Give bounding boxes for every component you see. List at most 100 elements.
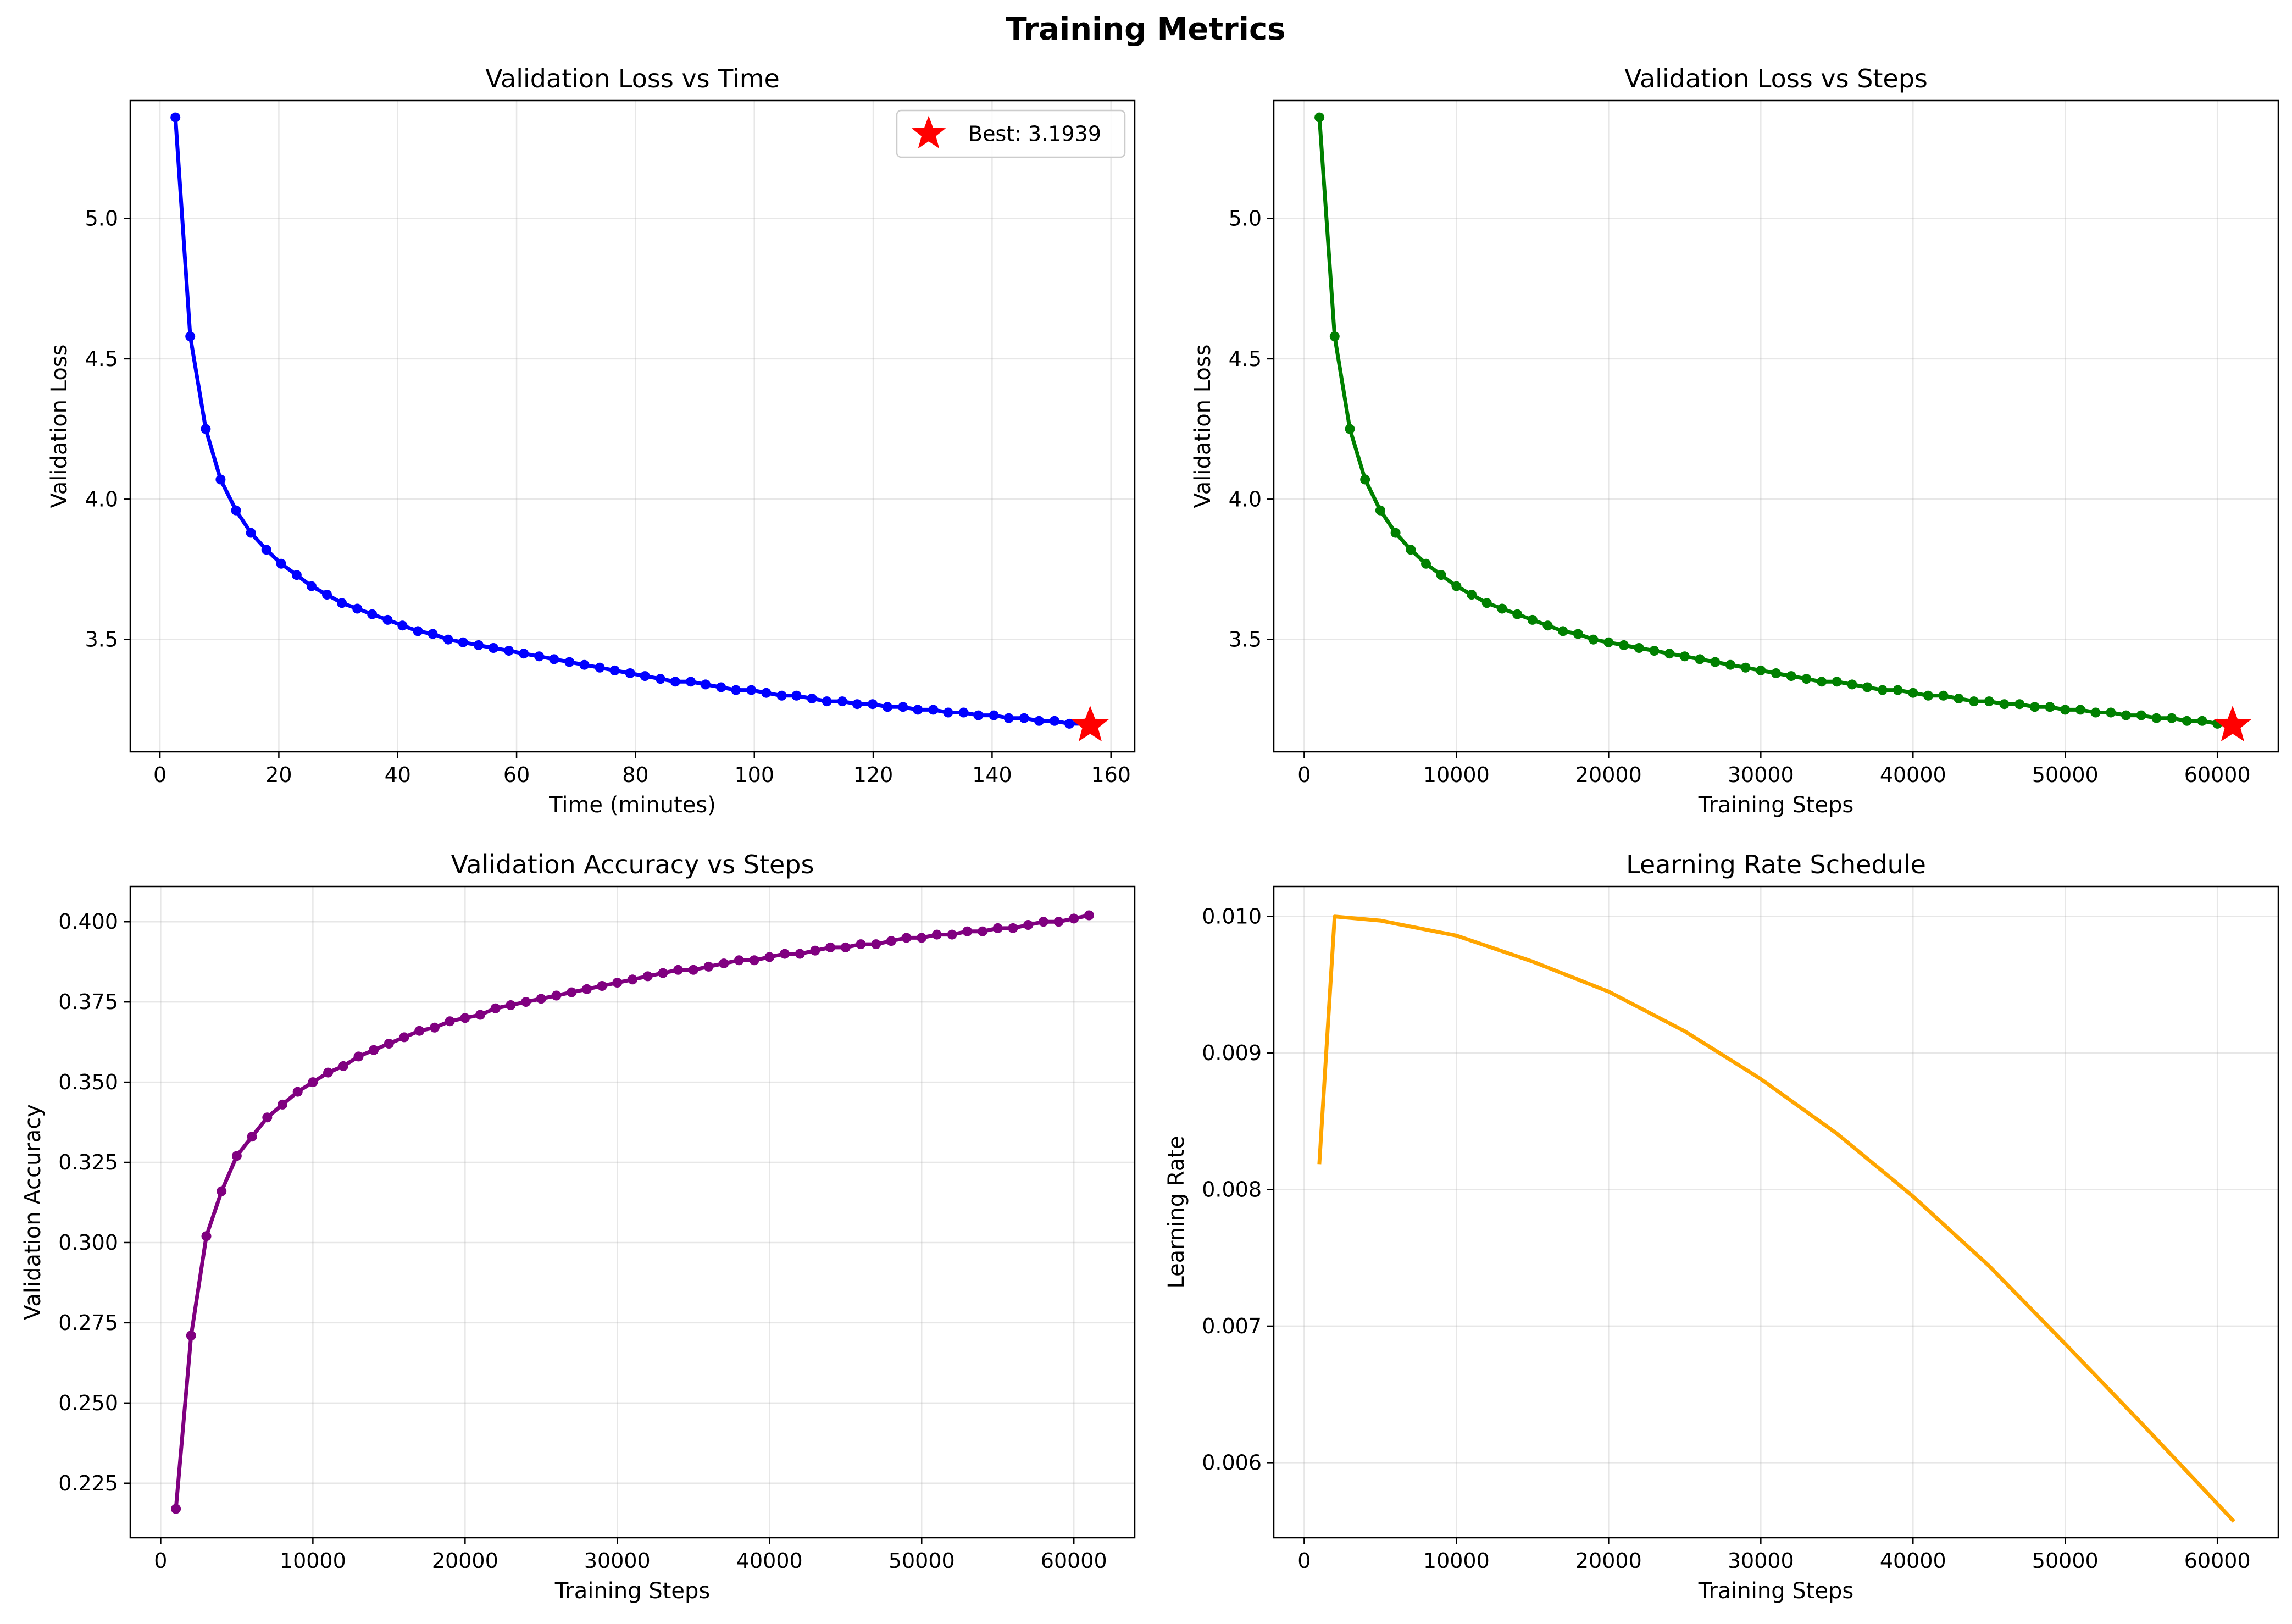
data-point bbox=[856, 939, 866, 950]
data-point bbox=[1710, 657, 1721, 667]
data-point bbox=[369, 1045, 379, 1055]
y-tick-label: 4.0 bbox=[85, 487, 118, 511]
x-tick-label: 20000 bbox=[1575, 1549, 1642, 1573]
x-tick-label: 30000 bbox=[1728, 763, 1794, 787]
data-point bbox=[989, 710, 999, 720]
data-point bbox=[1740, 662, 1751, 673]
y-tick-label: 0.400 bbox=[58, 910, 118, 934]
y-tick-label: 3.5 bbox=[1229, 628, 1262, 652]
data-point bbox=[1069, 913, 1079, 924]
x-tick-label: 40000 bbox=[1880, 1549, 1946, 1573]
x-axis-label: Training Steps bbox=[1698, 1578, 1853, 1604]
data-point bbox=[871, 939, 881, 950]
data-point bbox=[958, 707, 969, 718]
chart-title: Validation Loss vs Steps bbox=[1624, 64, 1928, 93]
data-point bbox=[399, 1032, 409, 1043]
data-point bbox=[581, 984, 592, 994]
axes-frame bbox=[1273, 885, 2279, 1539]
data-point bbox=[338, 1061, 348, 1071]
data-point bbox=[609, 665, 620, 675]
data-point bbox=[428, 629, 438, 639]
x-tick-label: 60000 bbox=[2184, 763, 2251, 787]
data-point bbox=[931, 929, 942, 940]
data-point bbox=[825, 942, 836, 952]
x-axis-label: Time (minutes) bbox=[548, 792, 716, 818]
data-point bbox=[992, 923, 1003, 933]
data-point bbox=[1847, 679, 1857, 690]
data-point bbox=[262, 1112, 273, 1123]
x-tick-label: 50000 bbox=[2032, 763, 2099, 787]
data-point bbox=[898, 702, 908, 712]
data-point bbox=[1695, 654, 1705, 664]
data-point bbox=[352, 603, 363, 614]
data-point bbox=[913, 705, 923, 715]
best-marker-star bbox=[1071, 706, 1109, 741]
x-tick-label: 0 bbox=[153, 763, 167, 787]
data-point bbox=[1406, 545, 1416, 555]
data-point bbox=[1527, 614, 1538, 625]
y-tick-label: 5.0 bbox=[1229, 207, 1262, 231]
data-point bbox=[795, 949, 805, 959]
y-tick-label: 0.009 bbox=[1202, 1041, 1262, 1065]
data-point bbox=[1786, 671, 1796, 681]
data-point bbox=[445, 1016, 455, 1027]
chart-panel-loss-time: 0 20 40 60 80 100 120 140 160 3.5 4.0 4.5 5.0 Validat… bbox=[47, 64, 1136, 818]
data-point bbox=[2151, 713, 2162, 723]
data-point bbox=[1771, 668, 1781, 678]
data-point bbox=[1573, 629, 1583, 639]
data-point bbox=[1893, 685, 1903, 695]
data-point bbox=[201, 424, 211, 434]
data-point bbox=[567, 987, 577, 997]
data-point bbox=[703, 961, 714, 972]
data-point bbox=[2136, 710, 2146, 720]
data-point bbox=[716, 682, 726, 692]
data-point bbox=[612, 978, 623, 988]
data-point bbox=[764, 952, 775, 962]
data-point bbox=[655, 674, 665, 684]
data-point bbox=[2106, 707, 2116, 718]
x-tick-label: 60 bbox=[503, 763, 530, 787]
data-point bbox=[1756, 665, 1766, 675]
axes-frame bbox=[1273, 99, 2279, 753]
data-point bbox=[837, 696, 847, 707]
data-point bbox=[1467, 590, 1477, 600]
chart-panel-learning-rate: 0 10000 20000 30000 40000 50000 60000 0.006 0.00… bbox=[1164, 850, 2279, 1604]
x-tick-label: 20000 bbox=[1575, 763, 1642, 787]
x-tick-label: 10000 bbox=[1423, 1549, 1490, 1573]
data-point bbox=[791, 690, 802, 701]
data-point bbox=[2060, 705, 2071, 715]
y-tick-label: 0.275 bbox=[58, 1311, 118, 1335]
x-tick-label: 0 bbox=[1297, 1549, 1311, 1573]
x-tick-label: 50000 bbox=[2032, 1549, 2099, 1573]
data-point bbox=[171, 1504, 181, 1514]
data-point bbox=[1481, 598, 1492, 608]
y-tick-label: 4.0 bbox=[1229, 487, 1262, 511]
data-point bbox=[278, 1099, 287, 1110]
data-point bbox=[1558, 626, 1568, 636]
data-point bbox=[1314, 112, 1325, 123]
data-point bbox=[231, 1151, 242, 1161]
data-point bbox=[564, 657, 575, 667]
x-tick-label: 160 bbox=[1091, 763, 1131, 787]
data-point bbox=[506, 1000, 516, 1010]
legend-box bbox=[896, 109, 1126, 158]
data-point bbox=[2014, 699, 2025, 710]
x-tick-label: 0 bbox=[1297, 763, 1311, 787]
data-point bbox=[1497, 603, 1507, 614]
data-point bbox=[746, 685, 757, 695]
x-tick-label: 20000 bbox=[432, 1549, 498, 1573]
data-point bbox=[1345, 424, 1355, 434]
legend-star-icon bbox=[911, 115, 946, 149]
legend-label: Best: 3.1939 bbox=[968, 122, 1101, 146]
data-point bbox=[1938, 690, 1949, 701]
data-point bbox=[306, 581, 317, 591]
data-point bbox=[1019, 713, 1029, 723]
x-tick-label: 80 bbox=[622, 763, 648, 787]
data-point bbox=[549, 654, 559, 664]
data-point bbox=[429, 1022, 440, 1033]
data-point bbox=[1679, 651, 1690, 662]
data-point bbox=[917, 933, 927, 943]
y-axis-label: Validation Loss bbox=[1190, 345, 1216, 508]
data-point bbox=[1360, 474, 1370, 485]
